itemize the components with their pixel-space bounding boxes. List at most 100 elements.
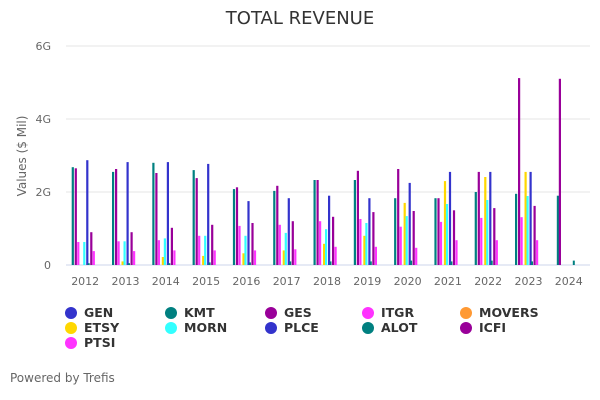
bar-kmt-2021[interactable]: [434, 198, 437, 265]
bar-icfi-2016[interactable]: [251, 223, 254, 265]
powered-by-text[interactable]: Powered by Trefis: [10, 371, 115, 385]
bar-itgr-2023[interactable]: [520, 217, 523, 265]
bar-morn-2016[interactable]: [244, 235, 247, 265]
bar-etsy-2017[interactable]: [282, 250, 285, 265]
bar-itgr-2020[interactable]: [399, 226, 402, 265]
bar-itgr-2017[interactable]: [278, 224, 281, 265]
bar-morn-2022[interactable]: [486, 200, 489, 265]
bar-ptsi-2015[interactable]: [213, 250, 216, 265]
bar-plce-2018[interactable]: [328, 195, 331, 265]
bar-ptsi-2023[interactable]: [536, 240, 539, 265]
bar-plce-2017[interactable]: [287, 198, 290, 265]
legend-item-icfi[interactable]: ICFI: [460, 320, 506, 335]
bar-etsy-2014[interactable]: [161, 257, 164, 265]
bar-ges-2021[interactable]: [437, 198, 440, 265]
bar-morn-2012[interactable]: [83, 242, 86, 265]
bar-kmt-2018[interactable]: [313, 180, 316, 265]
bar-kmt-2017[interactable]: [273, 190, 276, 265]
bar-alot-2020[interactable]: [410, 260, 413, 265]
legend-item-morn[interactable]: MORN: [165, 320, 227, 335]
bar-ges-2017[interactable]: [276, 185, 279, 265]
bar-itgr-2018[interactable]: [319, 221, 322, 265]
bar-alot-2017[interactable]: [289, 261, 292, 265]
bar-plce-2012[interactable]: [86, 160, 89, 265]
bar-icfi-2013[interactable]: [130, 232, 133, 265]
bar-plce-2023[interactable]: [529, 171, 532, 265]
bar-icfi-2020[interactable]: [412, 211, 415, 265]
bar-morn-2020[interactable]: [405, 216, 408, 265]
bar-kmt-2024[interactable]: [556, 195, 559, 265]
legend-item-etsy[interactable]: ETSY: [65, 320, 119, 335]
bar-ges-2020[interactable]: [397, 169, 400, 265]
legend-item-gen[interactable]: GEN: [65, 305, 113, 320]
bar-morn-2023[interactable]: [526, 196, 529, 265]
bar-morn-2015[interactable]: [204, 235, 207, 265]
legend-item-movers[interactable]: MOVERS: [460, 305, 539, 320]
bar-kmt-2013[interactable]: [112, 171, 115, 265]
legend-item-alot[interactable]: ALOT: [362, 320, 417, 335]
bar-ges-2022[interactable]: [477, 171, 480, 265]
bar-kmt-2020[interactable]: [394, 198, 397, 265]
bar-etsy-2013[interactable]: [121, 261, 124, 265]
bar-itgr-2013[interactable]: [117, 241, 120, 265]
bar-icfi-2021[interactable]: [452, 210, 456, 266]
bar-itgr-2016[interactable]: [238, 225, 241, 265]
bar-etsy-2018[interactable]: [323, 243, 326, 265]
bar-icfi-2012[interactable]: [90, 232, 93, 265]
bar-ptsi-2016[interactable]: [253, 250, 257, 265]
bar-ges-2023[interactable]: [518, 78, 521, 265]
legend-item-kmt[interactable]: KMT: [165, 305, 215, 320]
bar-etsy-2015[interactable]: [202, 255, 205, 265]
bar-itgr-2012[interactable]: [77, 242, 80, 265]
bar-alot-2013[interactable]: [128, 263, 130, 265]
bar-alot-2019[interactable]: [369, 261, 372, 265]
bar-plce-2013[interactable]: [126, 162, 129, 265]
bar-alot-2012[interactable]: [87, 263, 90, 265]
bar-icfi-2015[interactable]: [211, 224, 214, 265]
bar-alot-2015[interactable]: [208, 262, 211, 265]
bar-etsy-2022[interactable]: [484, 177, 487, 265]
bar-plce-2022[interactable]: [489, 171, 492, 265]
bar-alot-2021[interactable]: [450, 261, 453, 265]
bar-icfi-2023[interactable]: [533, 205, 536, 265]
bar-ptsi-2020[interactable]: [415, 247, 418, 265]
bar-ges-2015[interactable]: [195, 178, 198, 265]
legend-item-plce[interactable]: PLCE: [265, 320, 319, 335]
bar-icfi-2017[interactable]: [291, 221, 294, 265]
bar-ptsi-2022[interactable]: [495, 240, 498, 265]
bar-plce-2021[interactable]: [448, 171, 452, 265]
bar-alot-2016[interactable]: [248, 262, 251, 265]
bar-kmt-2015[interactable]: [192, 170, 195, 265]
bar-alot-2018[interactable]: [329, 261, 332, 265]
bar-alot-2024[interactable]: [572, 260, 575, 265]
bar-morn-2018[interactable]: [325, 229, 328, 265]
bar-morn-2017[interactable]: [284, 232, 287, 265]
bar-kmt-2012[interactable]: [71, 167, 74, 265]
bar-plce-2016[interactable]: [247, 201, 250, 265]
bar-ges-2018[interactable]: [316, 180, 319, 265]
bar-morn-2014[interactable]: [163, 238, 166, 265]
bar-ptsi-2017[interactable]: [294, 249, 297, 265]
bar-morn-2021[interactable]: [445, 204, 449, 265]
bar-alot-2022[interactable]: [490, 260, 493, 265]
bar-itgr-2019[interactable]: [359, 219, 362, 265]
bar-icfi-2018[interactable]: [332, 216, 335, 265]
bar-plce-2015[interactable]: [207, 163, 210, 265]
bar-ges-2016[interactable]: [235, 187, 239, 265]
bar-plce-2019[interactable]: [368, 198, 371, 265]
bar-alot-2023[interactable]: [531, 261, 533, 265]
bar-etsy-2021[interactable]: [443, 181, 447, 265]
legend-item-ptsi[interactable]: PTSI: [65, 335, 115, 350]
bar-kmt-2014[interactable]: [152, 162, 155, 265]
bar-ges-2019[interactable]: [356, 170, 359, 265]
bar-itgr-2014[interactable]: [157, 240, 160, 265]
bar-itgr-2021[interactable]: [439, 221, 443, 265]
bar-ges-2012[interactable]: [74, 168, 77, 265]
bar-ges-2014[interactable]: [155, 173, 158, 265]
bar-etsy-2016[interactable]: [242, 253, 245, 265]
bar-morn-2013[interactable]: [123, 241, 126, 265]
bar-ptsi-2012[interactable]: [92, 251, 95, 265]
bar-icfi-2022[interactable]: [493, 208, 496, 265]
legend-item-itgr[interactable]: ITGR: [362, 305, 414, 320]
bar-etsy-2023[interactable]: [524, 171, 527, 265]
